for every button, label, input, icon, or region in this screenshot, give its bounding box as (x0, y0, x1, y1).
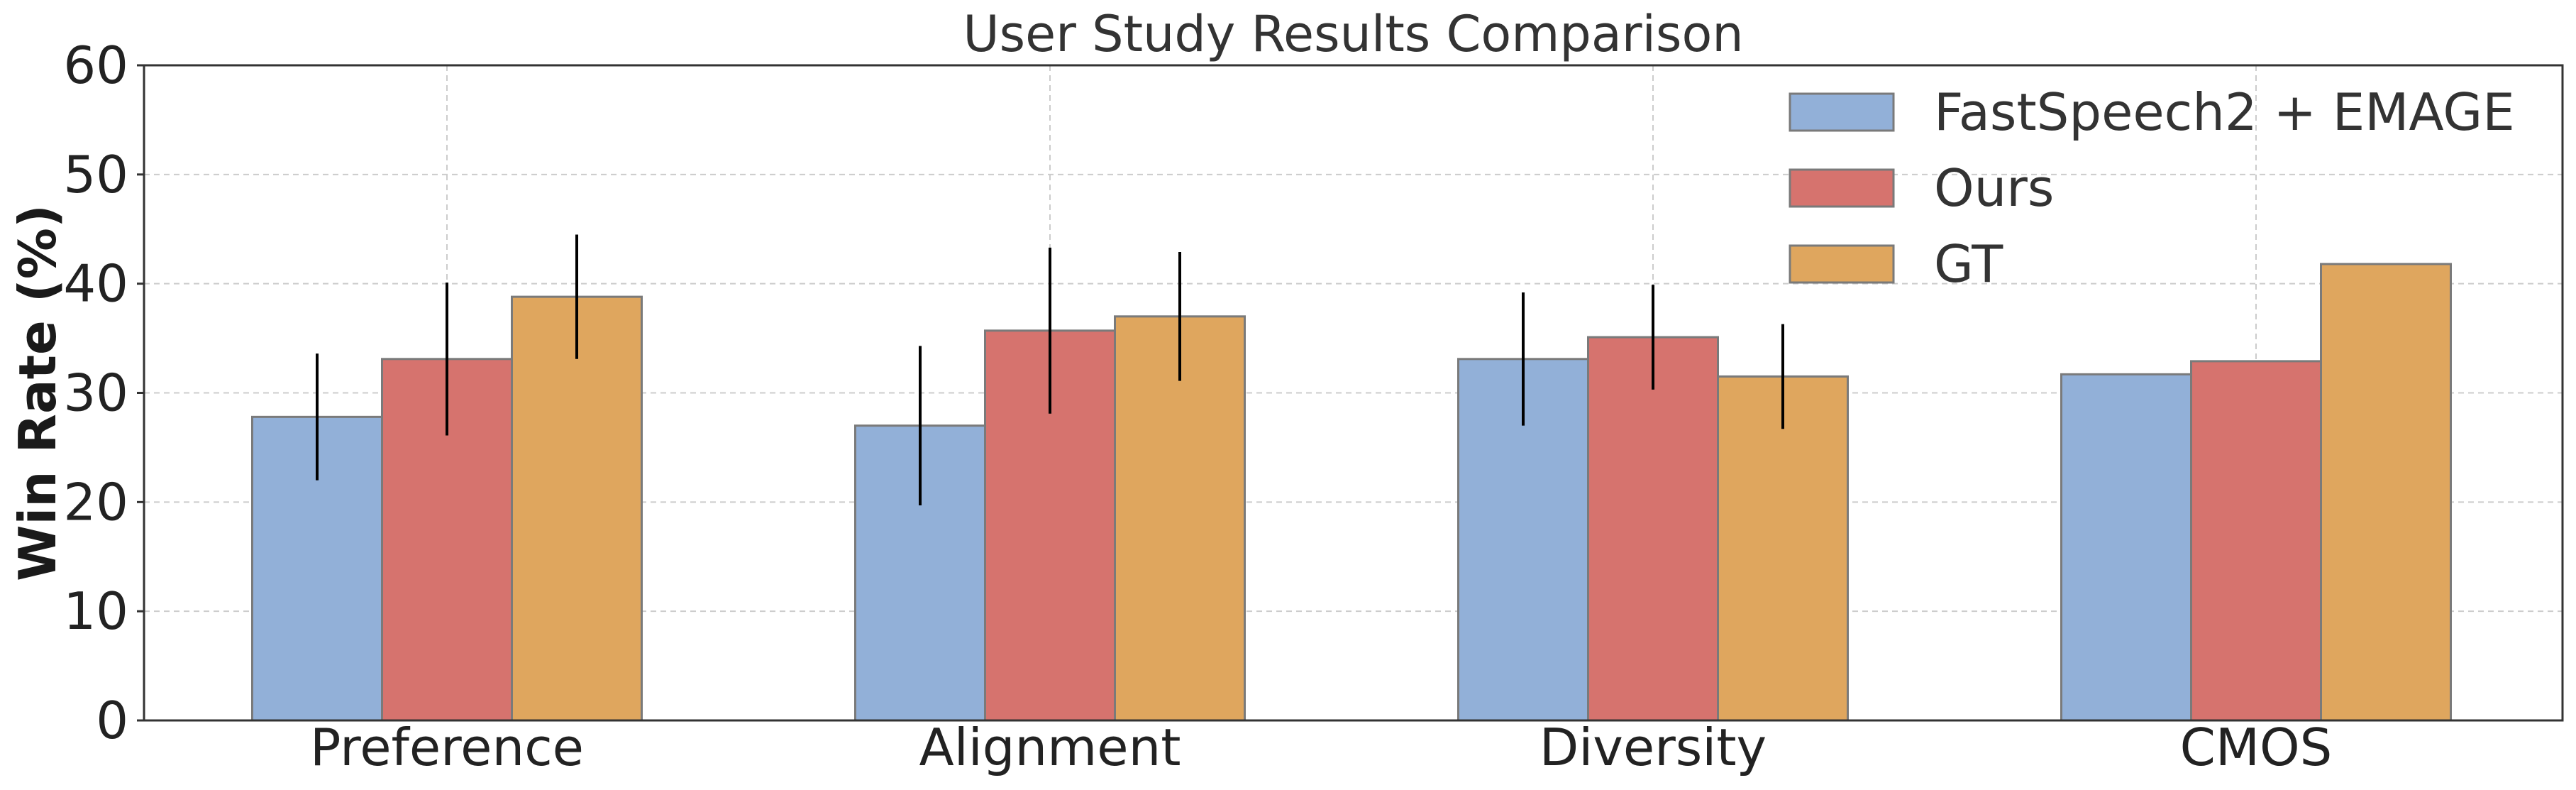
bar-fastspeech2-emage-cmos (2060, 373, 2192, 722)
y-tick-label: 40 (63, 254, 128, 314)
bar-gt-alignment (1114, 315, 1246, 722)
x-tick-label: Preference (310, 718, 584, 777)
y-axis-label: Win Rate (%) (8, 204, 67, 581)
bar-ours-cmos (2190, 360, 2322, 722)
legend: FastSpeech2 + EMAGE Ours GT (1789, 82, 2515, 294)
x-tick-label: Diversity (1539, 718, 1767, 777)
y-tick-label: 60 (63, 35, 128, 95)
bar-ours-diversity (1587, 336, 1719, 722)
bar-gt-cmos (2320, 263, 2452, 722)
y-axis-ticks: 0 10 20 30 40 50 60 (63, 35, 144, 750)
legend-swatch (1789, 244, 1895, 284)
y-tick-label: 20 (63, 472, 128, 532)
chart-title: User Study Results Comparison (963, 5, 1743, 63)
x-tick-label: CMOS (2180, 718, 2333, 777)
legend-label: GT (1934, 234, 2003, 294)
y-tick-label: 50 (63, 145, 128, 204)
legend-swatch (1789, 168, 1895, 208)
y-tick-label: 0 (96, 691, 128, 750)
legend-label: Ours (1934, 158, 2054, 218)
bars (251, 263, 2452, 722)
x-axis-ticks: Preference Alignment Diversity CMOS (310, 718, 2332, 777)
y-tick-label: 10 (63, 581, 128, 641)
y-tick-label: 30 (63, 363, 128, 423)
error-bars (316, 234, 1784, 505)
legend-swatch (1789, 92, 1895, 132)
x-tick-label: Alignment (919, 718, 1181, 777)
legend-label: FastSpeech2 + EMAGE (1934, 82, 2515, 142)
bar-gt-preference (511, 295, 643, 722)
